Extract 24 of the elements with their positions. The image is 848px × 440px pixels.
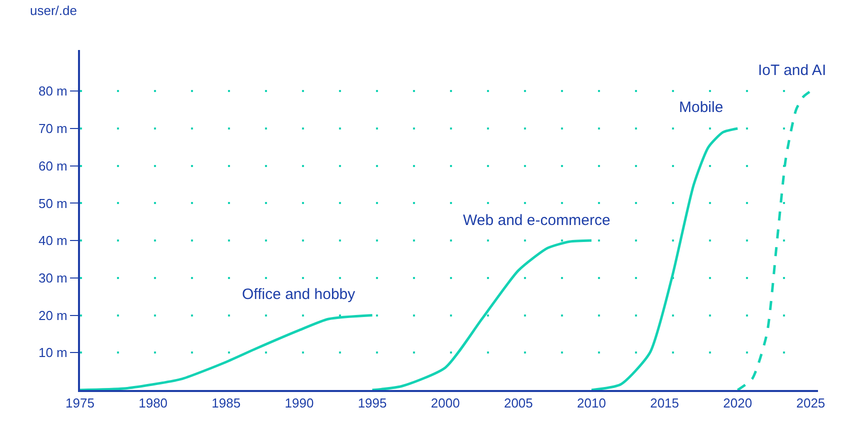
y-tick-label: 10 m: [38, 345, 68, 360]
x-tick-label: 2000: [430, 396, 460, 411]
y-tick-label: 60 m: [38, 158, 68, 174]
y-tick-label: 80 m: [38, 84, 68, 99]
x-tick-label: 2015: [650, 396, 680, 411]
y-tick-label: 20 m: [38, 308, 68, 323]
x-tick-label: 1980: [138, 396, 168, 411]
series-label: Office and hobby: [242, 286, 356, 303]
x-tick-label: 1990: [284, 396, 314, 411]
x-tick-label: 2025: [796, 396, 826, 411]
series-label: IoT and AI: [758, 62, 826, 79]
series-label: Mobile: [679, 99, 724, 116]
y-axis-title: user/.de: [30, 3, 77, 18]
y-tick-label: 30 m: [38, 270, 68, 286]
x-tick-label: 1975: [66, 396, 94, 411]
x-tick-label: 1995: [358, 396, 387, 411]
y-tick-label: 50 m: [38, 196, 68, 211]
series-label: Web and e-commerce: [463, 212, 610, 229]
x-tick-label: 2005: [504, 396, 533, 411]
y-tick-label: 70 m: [38, 121, 68, 136]
x-tick-label: 1985: [212, 396, 241, 411]
x-tick-label: 2020: [723, 396, 752, 411]
y-tick-label: 40 m: [38, 233, 68, 248]
x-tick-label: 2010: [577, 396, 606, 411]
